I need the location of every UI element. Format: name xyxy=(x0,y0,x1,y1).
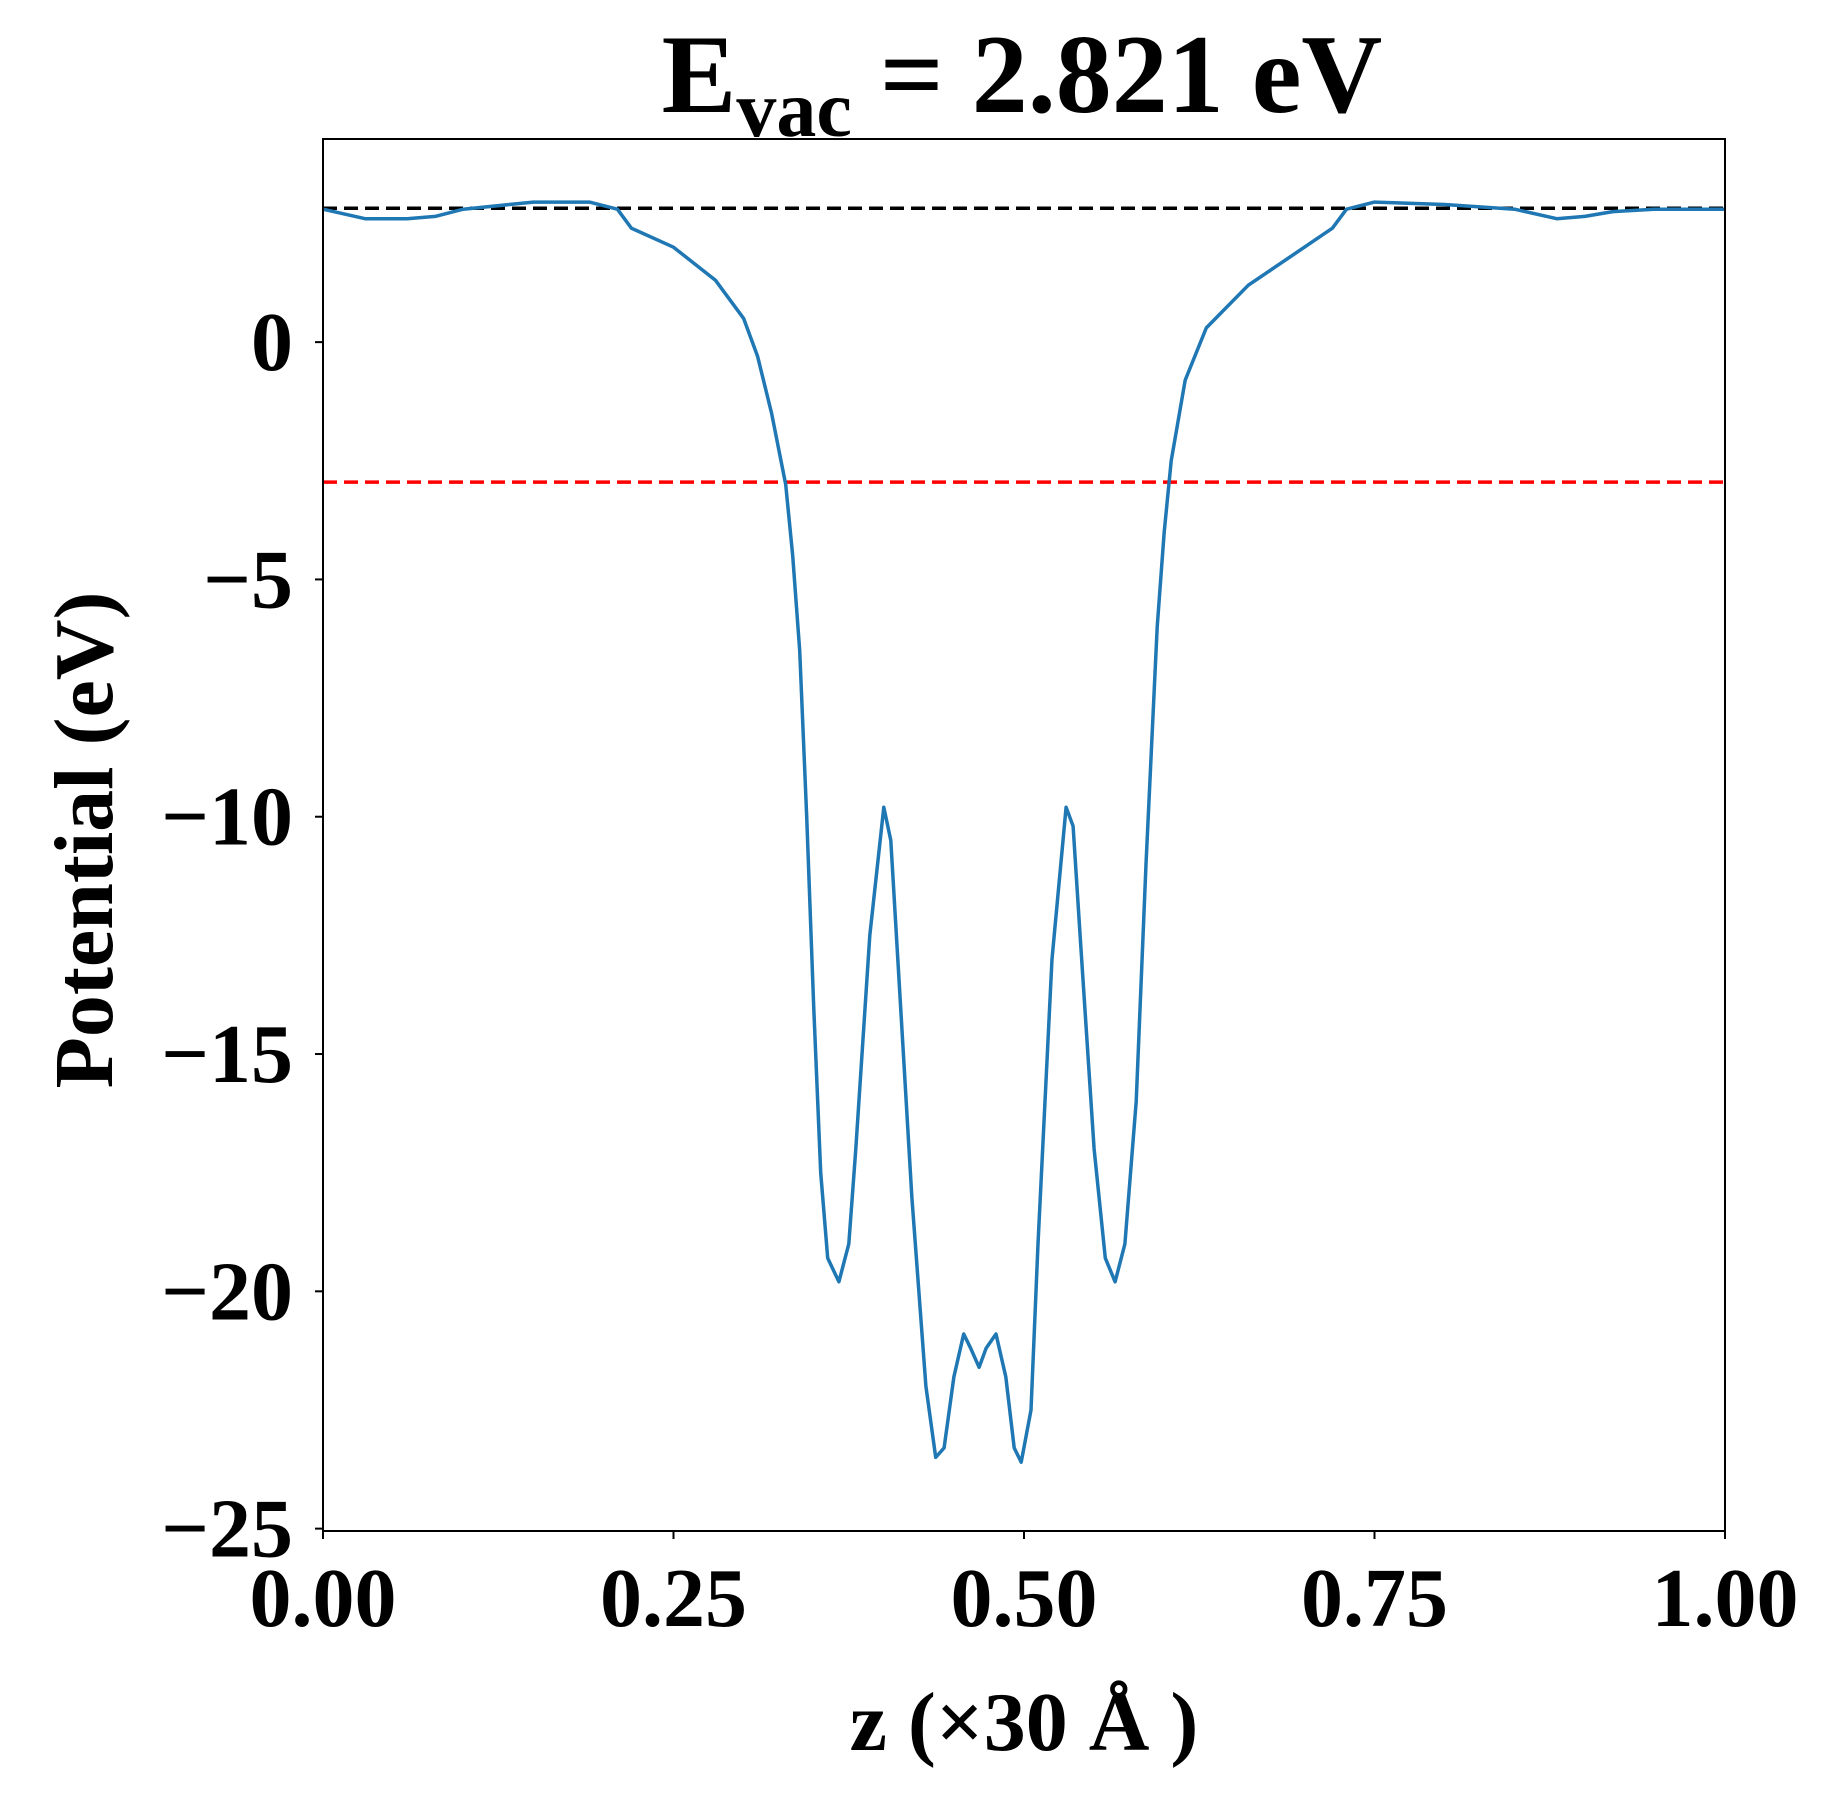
x-tick-label: 0.75 xyxy=(1301,1552,1448,1645)
data-line xyxy=(322,200,1725,1464)
title-rest: = 2.821 eV xyxy=(852,13,1382,137)
chart-title: Evac = 2.821 eV xyxy=(662,13,1383,154)
plot-frame xyxy=(322,138,1726,1532)
x-tick-label: 0.25 xyxy=(600,1552,747,1645)
title-sub: vac xyxy=(736,66,852,154)
y-tick-label: −15 xyxy=(161,1008,293,1101)
x-axis-label: z (×30 Å ) xyxy=(850,1676,1199,1769)
y-tick-label: −20 xyxy=(161,1245,293,1338)
x-tick-label: 1.00 xyxy=(1652,1552,1799,1645)
y-tick-label: −10 xyxy=(161,771,293,864)
x-tick-label: 0.50 xyxy=(951,1552,1098,1645)
y-tick-label: −25 xyxy=(161,1483,293,1576)
y-tick-label: −5 xyxy=(203,533,293,626)
y-axis-label: Potential (eV) xyxy=(38,592,131,1089)
y-tick-label: 0 xyxy=(251,296,293,389)
x-tick-label: 0.00 xyxy=(250,1552,397,1645)
title-main: E xyxy=(662,13,737,137)
